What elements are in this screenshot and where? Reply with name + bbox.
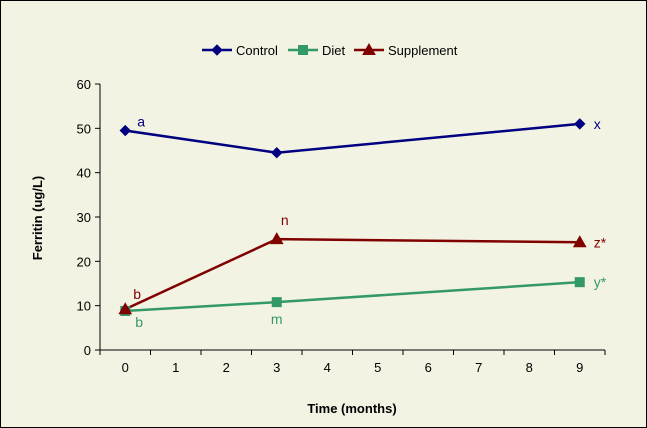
point-annotation: x — [594, 116, 601, 132]
y-tick-label: 0 — [84, 343, 91, 358]
legend-label-control: Control — [236, 43, 278, 58]
point-annotation: b — [133, 286, 141, 302]
data-point-supplement — [269, 232, 284, 245]
point-annotation: n — [281, 212, 289, 228]
legend-marker-diet — [298, 45, 308, 55]
point-annotation: m — [271, 311, 283, 327]
x-tick-label: 3 — [273, 360, 280, 375]
y-tick-label: 30 — [77, 210, 91, 225]
legend-label-supplement: Supplement — [388, 43, 458, 58]
y-ticks: 0 10 20 30 40 50 60 — [77, 77, 100, 358]
legend: Control Diet Supplement — [202, 42, 458, 58]
x-tick-label: 1 — [172, 360, 179, 375]
x-tick-label: 8 — [526, 360, 533, 375]
y-tick-label: 60 — [77, 77, 91, 92]
data-point-control — [271, 147, 283, 159]
x-tick-label: 4 — [324, 360, 331, 375]
x-axis-title: Time (months) — [307, 401, 396, 416]
point-annotation: z* — [594, 234, 607, 250]
legend-marker-supplement — [362, 42, 376, 55]
series-lines — [124, 122, 580, 313]
y-axis-title: Ferritin (ug/L) — [30, 176, 45, 261]
data-point-supplement — [572, 235, 587, 248]
point-annotation: b — [135, 314, 143, 330]
data-point-diet — [271, 297, 282, 308]
y-tick-label: 50 — [77, 121, 91, 136]
legend-label-diet: Diet — [322, 43, 346, 58]
x-tick-label: 2 — [223, 360, 230, 375]
data-point-control — [574, 118, 586, 130]
series-markers — [118, 118, 587, 316]
point-annotation: y* — [594, 274, 607, 290]
y-tick-label: 20 — [77, 254, 91, 269]
series-line-control — [125, 122, 580, 154]
series-line-diet — [125, 280, 580, 313]
series-line-supplement — [124, 237, 580, 311]
x-ticks: 0 1 2 3 4 5 6 7 8 9 — [99, 350, 606, 375]
legend-marker-control — [211, 44, 223, 56]
y-tick-label: 40 — [77, 166, 91, 181]
x-tick-label: 6 — [425, 360, 432, 375]
data-point-diet — [574, 277, 585, 288]
annotations: a x b m y* b n z* — [133, 114, 607, 330]
plot-area: 0 10 20 30 40 50 60 0 1 2 3 4 5 6 7 8 9 a x b m y* b n z* — [77, 77, 607, 375]
data-point-supplement — [118, 302, 133, 315]
data-point-control — [119, 124, 131, 137]
x-tick-label: 5 — [374, 360, 381, 375]
point-annotation: a — [137, 114, 145, 130]
x-tick-label: 9 — [576, 360, 583, 375]
x-tick-label: 0 — [122, 360, 129, 375]
y-tick-label: 10 — [77, 299, 91, 314]
x-tick-label: 7 — [475, 360, 482, 375]
